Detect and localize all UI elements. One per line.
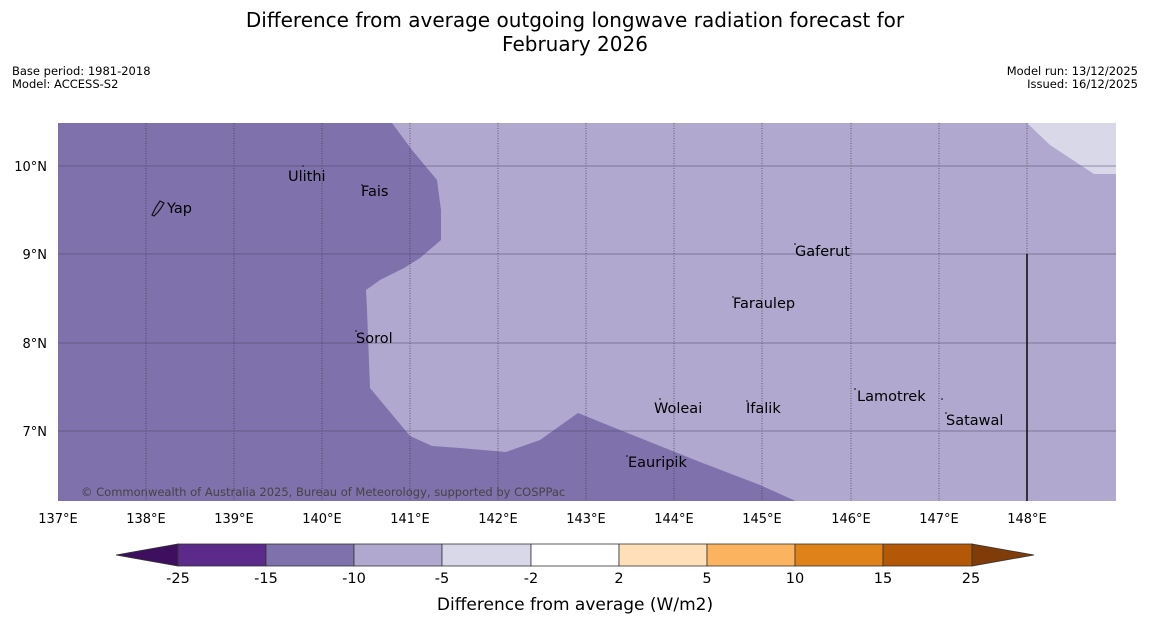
lon-label-145e: 145°E	[742, 512, 782, 527]
model-run: Model run: 13/12/2025	[1006, 64, 1138, 78]
place-satawal: Satawal	[946, 413, 1003, 429]
colorbar-tick: 10	[786, 571, 804, 587]
lon-label-139e: 139°E	[214, 512, 254, 527]
colorbar-tick: -5	[435, 571, 449, 587]
place-sorol: Sorol	[356, 331, 393, 347]
lat-label-7n: 7°N	[23, 425, 48, 440]
place-lamotrek: Lamotrek	[857, 389, 926, 405]
meta-left: Base period: 1981-2018 Model: ACCESS-S2	[12, 65, 151, 91]
colorbar-bin	[530, 543, 620, 567]
copyright-notice: © Commonwealth of Australia 2025, Bureau…	[81, 485, 565, 499]
lon-label-140e: 140°E	[302, 512, 342, 527]
colorbar-bin	[265, 543, 355, 567]
lon-label-144e: 144°E	[654, 512, 694, 527]
place-gaferut: Gaferut	[795, 244, 850, 260]
colorbar-bin	[794, 543, 884, 567]
colorbar-tick: -2	[524, 571, 538, 587]
yap-island-outline	[151, 200, 165, 217]
colorbar-bin	[441, 543, 532, 567]
colorbar-bin	[882, 543, 973, 567]
place-ulithi: Ulithi	[288, 169, 326, 185]
colorbar-tick: -15	[254, 571, 278, 587]
meta-right: Model run: 13/12/2025 Issued: 16/12/2025	[1007, 65, 1138, 91]
colorbar-tick: 5	[702, 571, 711, 587]
longitude-labels: 137°E 138°E 139°E 140°E 141°E 142°E 143°…	[38, 512, 1047, 527]
lon-label-142e: 142°E	[478, 512, 518, 527]
colorbar-label: Difference from average (W/m2)	[437, 595, 713, 615]
place-fais: Fais	[361, 184, 388, 200]
title-line-2: February 2026	[502, 32, 648, 56]
place-faraulep: Faraulep	[733, 296, 795, 312]
anomaly-field-15-10	[58, 123, 796, 501]
colorbar-ticks: -25 -15 -10 -5 -2 2 5 10 15 25	[166, 571, 980, 587]
colorbar-bin	[177, 543, 267, 567]
colorbar-bin	[706, 543, 796, 567]
colorbar-tick: 25	[962, 571, 980, 587]
colorbar-max-extension	[971, 543, 1035, 567]
lon-label-137e: 137°E	[38, 512, 78, 527]
colorbar	[115, 543, 1035, 567]
island-markers	[302, 165, 947, 457]
lat-label-9n: 9°N	[23, 248, 48, 263]
lon-label-143e: 143°E	[566, 512, 606, 527]
lon-label-148e: 148°E	[1007, 512, 1047, 527]
anomaly-field-5-2	[1027, 123, 1116, 174]
latitude-labels: 10°N 9°N 8°N 7°N	[14, 160, 47, 440]
lon-label-147e: 147°E	[919, 512, 959, 527]
lon-label-146e: 146°E	[831, 512, 871, 527]
lon-label-141e: 141°E	[390, 512, 430, 527]
colorbar-bin	[618, 543, 708, 567]
colorbar-tick: 2	[614, 571, 623, 587]
issued-date: Issued: 16/12/2025	[1027, 77, 1138, 91]
colorbar-tick: 15	[874, 571, 892, 587]
chart-title: Difference from average outgoing longwav…	[0, 8, 1150, 56]
place-ifalik: Ifalik	[746, 401, 781, 417]
place-yap: Yap	[166, 201, 192, 217]
place-woleai: Woleai	[654, 401, 702, 417]
place-eauripik: Eauripik	[628, 455, 687, 471]
lon-label-138e: 138°E	[126, 512, 166, 527]
base-period: Base period: 1981-2018	[12, 64, 151, 78]
colorbar-bin	[353, 543, 443, 567]
colorbar-tick: -25	[166, 571, 190, 587]
lat-label-8n: 8°N	[23, 337, 48, 352]
model-name: Model: ACCESS-S2	[12, 77, 119, 91]
map-area: Yap Ulithi Fais Gaferut Faraulep Sorol W…	[58, 123, 1116, 501]
colorbar-tick: -10	[342, 571, 366, 587]
place-labels: Yap Ulithi Fais Gaferut Faraulep Sorol W…	[166, 169, 1003, 471]
colorbar-min-extension	[115, 543, 179, 567]
title-line-1: Difference from average outgoing longwav…	[245, 8, 905, 32]
lat-label-10n: 10°N	[14, 160, 47, 175]
latitude-gridlines	[58, 165, 1116, 432]
